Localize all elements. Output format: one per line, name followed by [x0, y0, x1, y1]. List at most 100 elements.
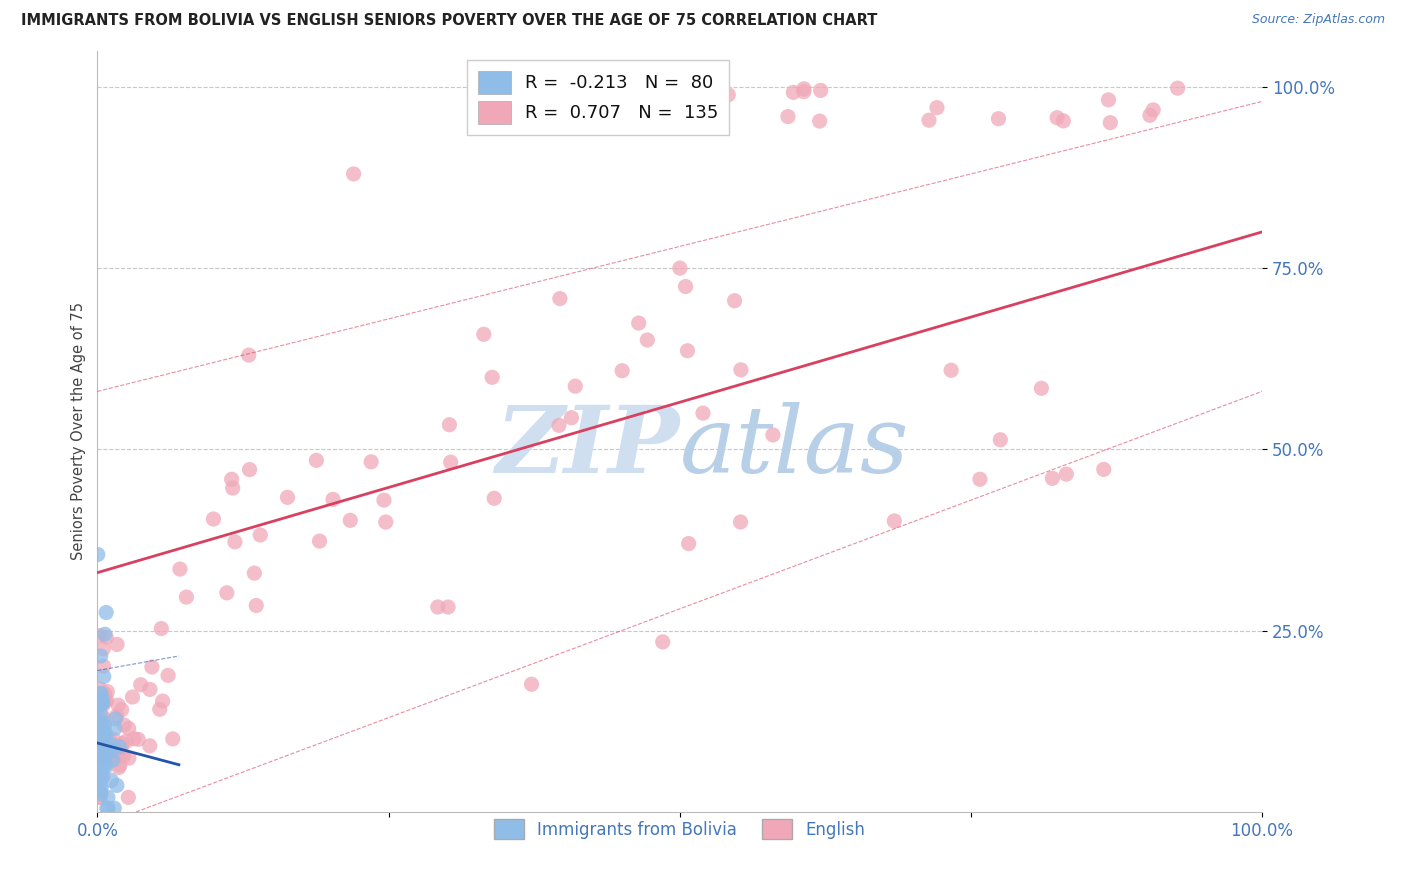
Point: [87, 725, 110, 739]
Point: [96, 693, 118, 707]
Point: [108, 760, 131, 774]
Point: [87, 714, 110, 728]
Point: [89, 733, 111, 747]
Point: [91, 698, 114, 712]
Point: [89, 766, 111, 780]
Point: [939, 363, 962, 377]
Point: [90, 727, 112, 741]
Point: [87, 736, 110, 750]
Point: [90, 648, 112, 663]
Point: [93, 659, 115, 673]
Point: [627, 316, 650, 330]
Point: [105, 779, 128, 793]
Legend: Immigrants from Bolivia, English: Immigrants from Bolivia, English: [488, 813, 872, 846]
Point: [723, 293, 745, 308]
Point: [129, 678, 152, 692]
Point: [87, 731, 110, 745]
Point: [243, 566, 266, 581]
Point: [93, 731, 115, 746]
Point: [157, 668, 180, 682]
Point: [89, 783, 111, 797]
Point: [101, 753, 124, 767]
Point: [1097, 93, 1119, 107]
Point: [87, 742, 110, 756]
Point: [91, 641, 114, 656]
Point: [678, 536, 700, 550]
Point: [87, 755, 110, 769]
Point: [94, 687, 117, 701]
Point: [90, 765, 112, 780]
Point: [94, 727, 117, 741]
Point: [152, 694, 174, 708]
Point: [636, 333, 658, 347]
Point: [89, 758, 111, 772]
Point: [90, 708, 112, 723]
Point: [87, 746, 110, 760]
Point: [202, 512, 225, 526]
Point: [249, 528, 271, 542]
Point: [87, 548, 110, 562]
Point: [1046, 111, 1069, 125]
Point: [87, 727, 110, 741]
Text: atlas: atlas: [679, 401, 910, 491]
Point: [87, 698, 110, 713]
Point: [90, 719, 112, 733]
Text: ZIP: ZIP: [495, 401, 679, 491]
Point: [90, 771, 112, 785]
Point: [439, 417, 461, 432]
Point: [883, 514, 905, 528]
Point: [111, 703, 134, 717]
Text: IMMIGRANTS FROM BOLIVIA VS ENGLISH SENIORS POVERTY OVER THE AGE OF 75 CORRELATIO: IMMIGRANTS FROM BOLIVIA VS ENGLISH SENIO…: [21, 13, 877, 29]
Point: [100, 737, 122, 751]
Point: [90, 763, 112, 777]
Point: [89, 723, 111, 737]
Y-axis label: Seniors Poverty Over the Age of 75: Seniors Poverty Over the Age of 75: [72, 302, 86, 560]
Point: [96, 684, 118, 698]
Point: [86, 701, 108, 715]
Point: [94, 761, 117, 775]
Point: [308, 534, 330, 549]
Point: [93, 753, 115, 767]
Point: [617, 114, 640, 128]
Point: [104, 722, 127, 736]
Point: [97, 801, 120, 815]
Point: [426, 599, 449, 614]
Point: [89, 722, 111, 736]
Point: [105, 709, 128, 723]
Point: [94, 745, 117, 759]
Point: [342, 167, 364, 181]
Point: [90, 731, 112, 745]
Point: [115, 734, 138, 748]
Point: [87, 629, 110, 643]
Point: [98, 751, 121, 765]
Point: [117, 790, 139, 805]
Point: [87, 790, 110, 805]
Point: [122, 731, 145, 746]
Point: [108, 758, 131, 772]
Point: [90, 694, 112, 708]
Point: [87, 749, 110, 764]
Point: [762, 428, 785, 442]
Point: [89, 755, 111, 769]
Point: [94, 693, 117, 707]
Point: [90, 787, 112, 801]
Point: [94, 740, 117, 755]
Point: [665, 104, 688, 119]
Point: [94, 757, 117, 772]
Point: [87, 686, 110, 700]
Point: [548, 292, 571, 306]
Point: [87, 784, 110, 798]
Point: [918, 113, 941, 128]
Point: [104, 712, 127, 726]
Text: Source: ZipAtlas.com: Source: ZipAtlas.com: [1251, 13, 1385, 27]
Point: [93, 734, 115, 748]
Point: [717, 87, 740, 102]
Point: [108, 739, 131, 754]
Point: [93, 731, 115, 746]
Point: [90, 696, 112, 710]
Point: [669, 261, 692, 276]
Point: [481, 370, 503, 384]
Point: [221, 472, 243, 486]
Point: [969, 472, 991, 486]
Point: [692, 406, 714, 420]
